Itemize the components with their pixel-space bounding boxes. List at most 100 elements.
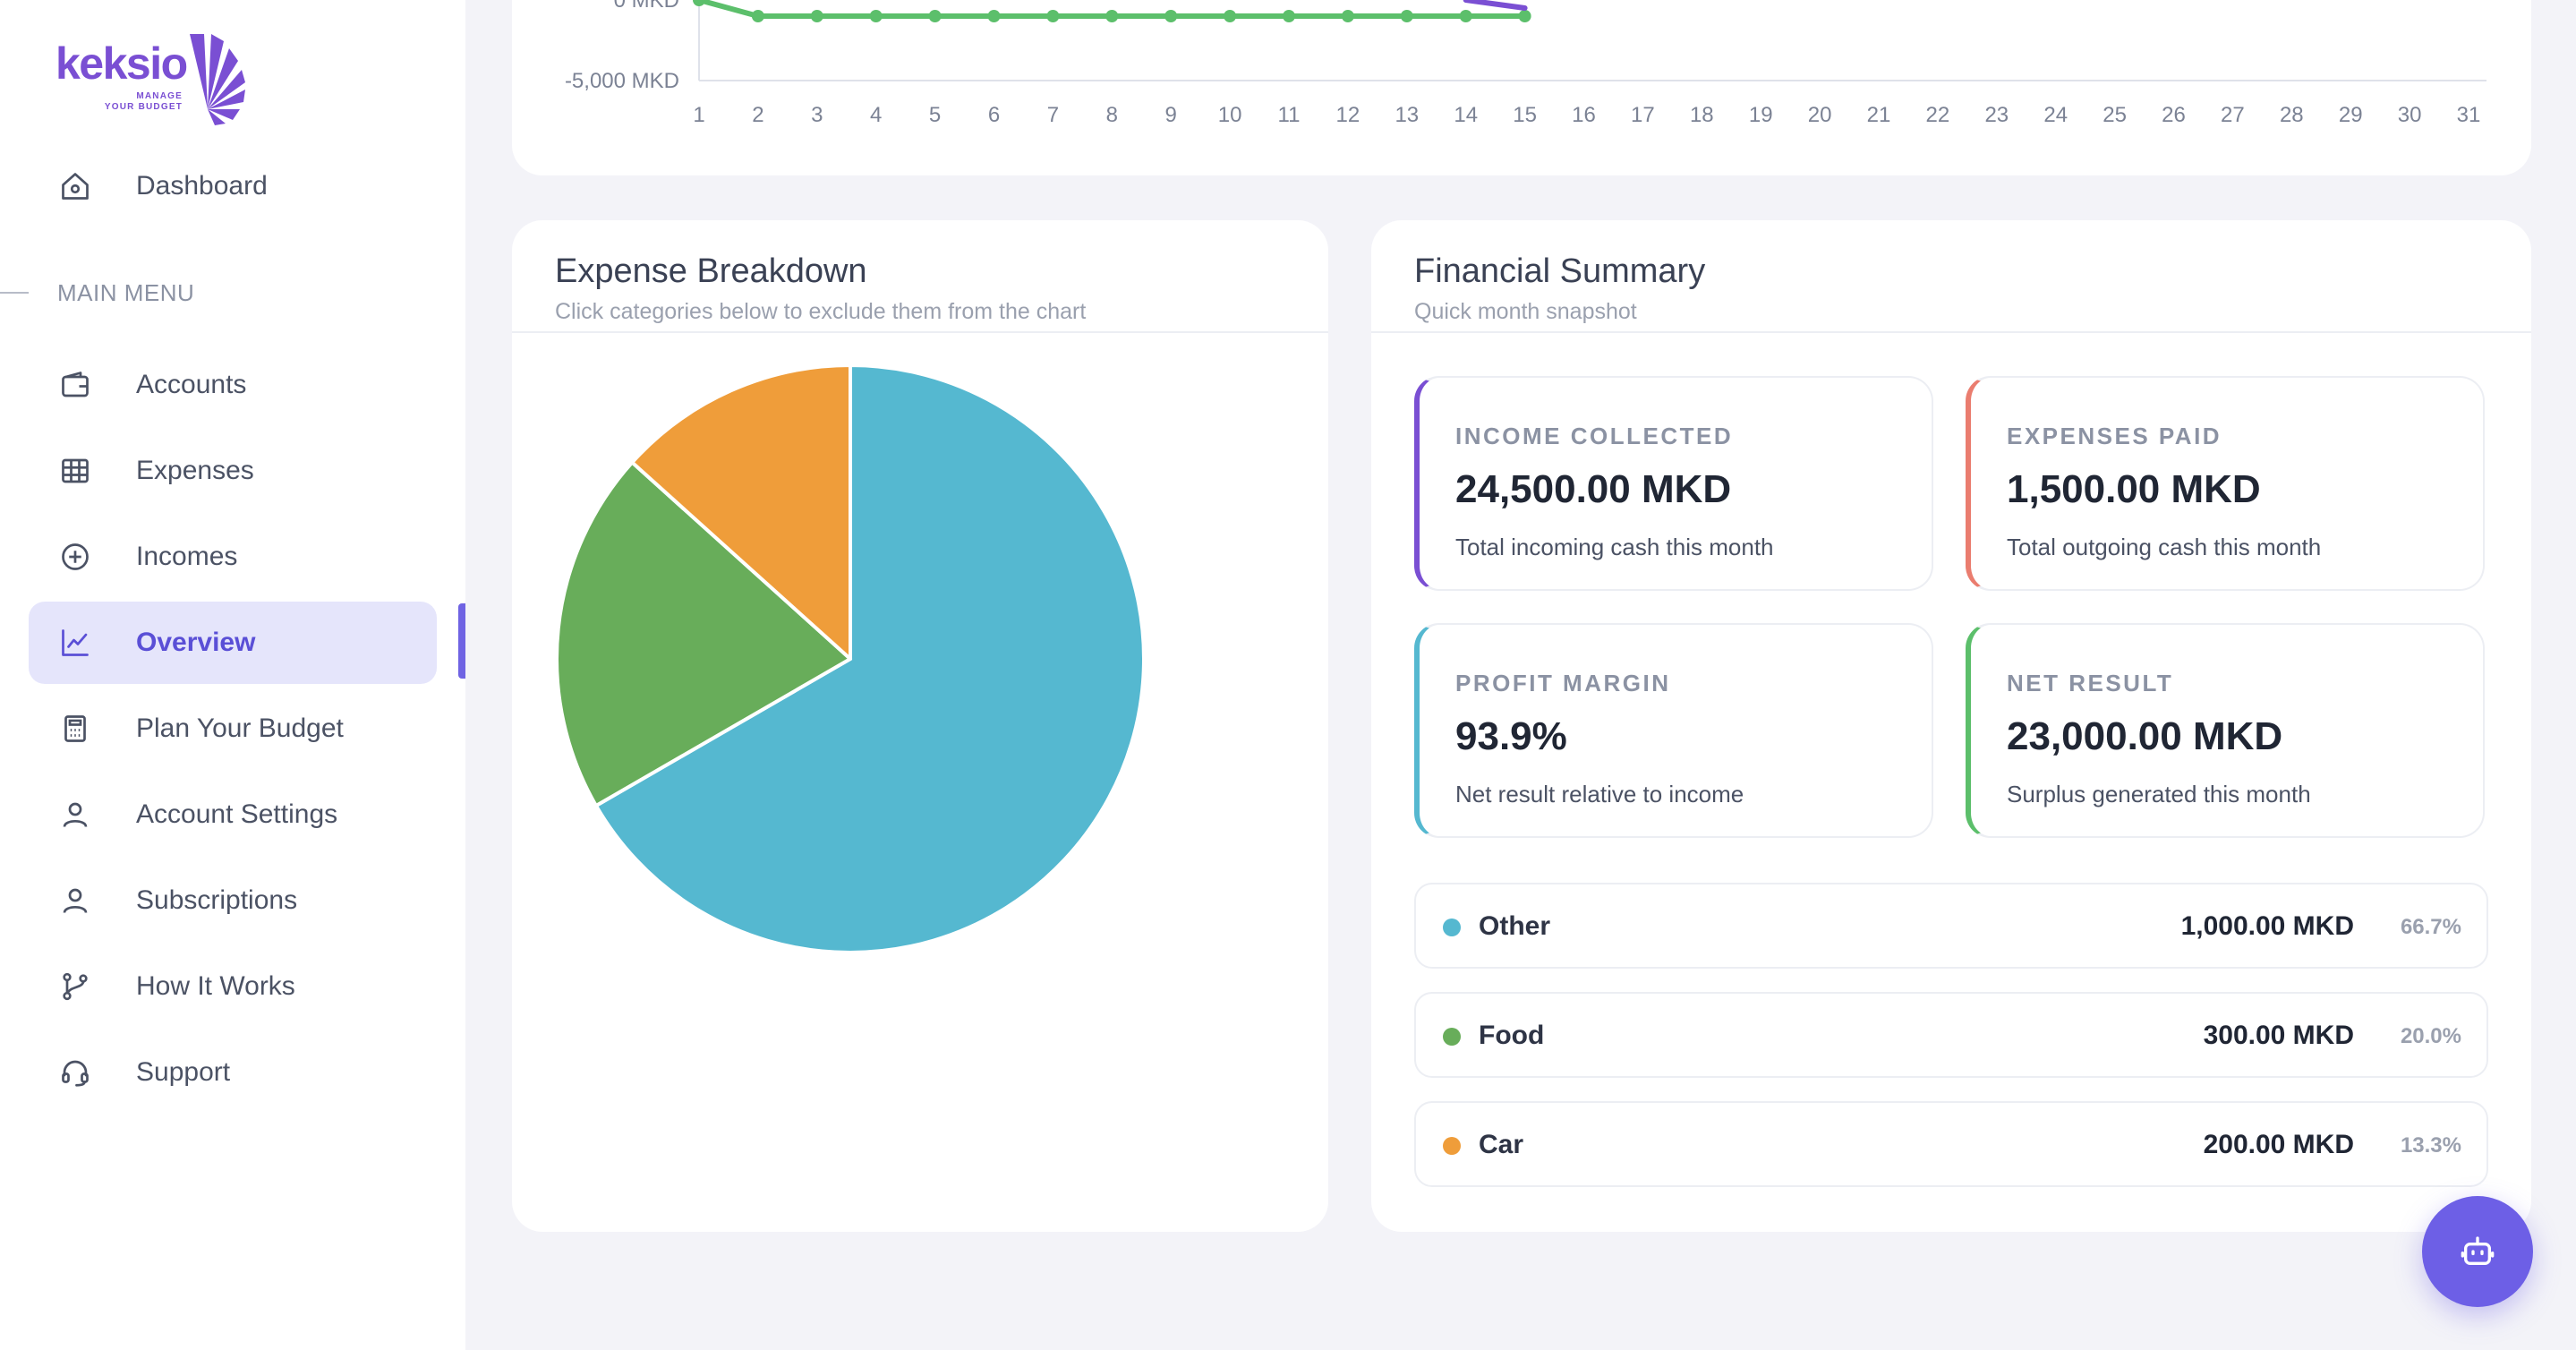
sidebar-item-label: How It Works bbox=[136, 971, 295, 1001]
pie-slice-car bbox=[630, 363, 852, 661]
series-point bbox=[928, 10, 942, 22]
metric-description: Net result relative to income bbox=[1455, 781, 1744, 807]
metric-income-collected: INCOME COLLECTED 24,500.00 MKD Total inc… bbox=[1414, 376, 1933, 591]
card-title: Expense Breakdown bbox=[555, 252, 867, 290]
category-row-food[interactable]: Food 300.00 MKD 20.0% bbox=[1414, 992, 2488, 1078]
series-point bbox=[1400, 10, 1413, 22]
x-tick-label: 19 bbox=[1749, 103, 1773, 127]
metric-value: 23,000.00 MKD bbox=[2007, 714, 2283, 758]
headset-icon bbox=[59, 1056, 91, 1089]
daily-balance-chart-card: 0 MKD -5,000 MKD 1 2 3 4 5 6 7 8 9 10 11 12 13 14 15 16 17… bbox=[512, 0, 2531, 175]
metric-value: 24,500.00 MKD bbox=[1455, 467, 1732, 511]
calculator-icon bbox=[59, 713, 91, 745]
x-tick-label: 26 bbox=[2162, 103, 2186, 127]
metric-label: NET RESULT bbox=[2007, 670, 2174, 696]
x-tick-label: 31 bbox=[2457, 103, 2481, 127]
x-tick-label: 5 bbox=[929, 103, 941, 127]
category-amount: 300.00 MKD bbox=[2203, 1021, 2354, 1050]
logo-wordmark: keksio bbox=[55, 38, 188, 89]
sidebar-item-how-it-works[interactable]: How It Works bbox=[29, 945, 437, 1028]
x-tick-label: 3 bbox=[811, 103, 823, 127]
pie-slice-food bbox=[555, 460, 852, 807]
metric-description: Total incoming cash this month bbox=[1455, 534, 1774, 560]
series-point bbox=[987, 10, 1001, 22]
sidebar-item-support[interactable]: Support bbox=[29, 1031, 437, 1114]
brand-logo[interactable]: keksio MANAGE YOUR BUDGET bbox=[55, 32, 252, 125]
sidebar-item-plan-your-budget[interactable]: Plan Your Budget bbox=[29, 688, 437, 770]
user-icon bbox=[59, 799, 91, 831]
x-tick-label: 20 bbox=[1808, 103, 1832, 127]
category-color-dot bbox=[1443, 1028, 1461, 1046]
x-tick-label: 29 bbox=[2339, 103, 2363, 127]
x-tick-label: 25 bbox=[2103, 103, 2127, 127]
category-name: Food bbox=[1479, 1021, 1545, 1050]
category-color-dot bbox=[1443, 1137, 1461, 1155]
metric-net-result: NET RESULT 23,000.00 MKD Surplus generat… bbox=[1966, 623, 2485, 838]
x-tick-label: 11 bbox=[1278, 103, 1301, 127]
x-tick-label: 16 bbox=[1572, 103, 1596, 127]
series-point bbox=[1518, 10, 1531, 22]
metric-profit-margin: PROFIT MARGIN 93.9% Net result relative … bbox=[1414, 623, 1933, 838]
sidebar-item-label: Expenses bbox=[136, 456, 254, 485]
sidebar-item-expenses[interactable]: Expenses bbox=[29, 430, 437, 512]
sidebar-item-incomes[interactable]: Incomes bbox=[29, 516, 437, 598]
x-tick-label: 28 bbox=[2280, 103, 2304, 127]
sidebar-item-account-settings[interactable]: Account Settings bbox=[29, 773, 437, 856]
sidebar-item-dashboard[interactable]: Dashboard bbox=[29, 145, 437, 227]
x-tick-label: 4 bbox=[870, 103, 882, 127]
active-nav-indicator bbox=[458, 603, 465, 679]
sidebar-item-overview[interactable]: Overview bbox=[29, 602, 437, 684]
sidebar-item-label: Plan Your Budget bbox=[136, 713, 344, 743]
x-tick-label: 2 bbox=[752, 103, 763, 127]
metric-description: Surplus generated this month bbox=[2007, 781, 2311, 807]
sidebar-item-label: Account Settings bbox=[136, 799, 338, 829]
x-tick-label: 13 bbox=[1395, 103, 1419, 127]
metric-expenses-paid: EXPENSES PAID 1,500.00 MKD Total outgoin… bbox=[1966, 376, 2485, 591]
sidebar-item-label: Incomes bbox=[136, 542, 238, 571]
series-point bbox=[869, 10, 883, 22]
main-menu-heading: MAIN MENU bbox=[57, 279, 195, 306]
sidebar-item-label: Subscriptions bbox=[136, 885, 298, 915]
sidebar-item-accounts[interactable]: Accounts bbox=[29, 344, 437, 426]
bot-icon bbox=[2461, 1236, 2495, 1265]
series-point bbox=[693, 0, 705, 6]
x-tick-label: 9 bbox=[1165, 103, 1177, 127]
sidebar-item-label: Dashboard bbox=[136, 171, 268, 201]
sidebar-item-subscriptions[interactable]: Subscriptions bbox=[29, 859, 437, 942]
category-percent: 20.0% bbox=[2400, 1024, 2461, 1048]
metric-label: INCOME COLLECTED bbox=[1455, 423, 1734, 449]
series-point bbox=[1105, 10, 1119, 22]
series-point bbox=[1224, 10, 1237, 22]
card-divider bbox=[1371, 331, 2531, 333]
category-row-car[interactable]: Car 200.00 MKD 13.3% bbox=[1414, 1101, 2488, 1187]
card-divider bbox=[512, 331, 1328, 333]
expense-breakdown-card: Expense Breakdown Click categories below… bbox=[512, 220, 1328, 1232]
pie-slice-other bbox=[593, 363, 1146, 954]
category-row-other[interactable]: Other 1,000.00 MKD 66.7% bbox=[1414, 883, 2488, 969]
section-divider bbox=[0, 292, 29, 294]
metric-label: EXPENSES PAID bbox=[2007, 423, 2222, 449]
assistant-chat-button[interactable] bbox=[2422, 1196, 2533, 1307]
chart-line-icon bbox=[59, 627, 91, 659]
series-point bbox=[1341, 10, 1354, 22]
category-amount: 1,000.00 MKD bbox=[2180, 911, 2354, 941]
home-icon bbox=[59, 170, 91, 202]
category-name: Other bbox=[1479, 911, 1551, 941]
sidebar-item-label: Overview bbox=[136, 628, 256, 657]
y-tick-label: 0 MKD bbox=[614, 0, 679, 13]
table-icon bbox=[59, 455, 91, 487]
series-point bbox=[751, 10, 764, 22]
series-point bbox=[810, 10, 823, 22]
metric-value: 93.9% bbox=[1455, 714, 1567, 758]
x-tick-label: 17 bbox=[1631, 103, 1655, 127]
category-name: Car bbox=[1479, 1130, 1524, 1159]
sidebar: keksio MANAGE YOUR BUDGET Dashboard MAIN… bbox=[0, 0, 465, 1350]
category-percent: 13.3% bbox=[2400, 1133, 2461, 1158]
category-amount: 200.00 MKD bbox=[2203, 1130, 2354, 1159]
category-color-dot bbox=[1443, 919, 1461, 936]
git-branch-icon bbox=[59, 970, 91, 1003]
card-subtitle: Click categories below to exclude them f… bbox=[555, 299, 1087, 324]
x-tick-label: 10 bbox=[1218, 103, 1242, 127]
x-tick-label: 27 bbox=[2221, 103, 2245, 127]
